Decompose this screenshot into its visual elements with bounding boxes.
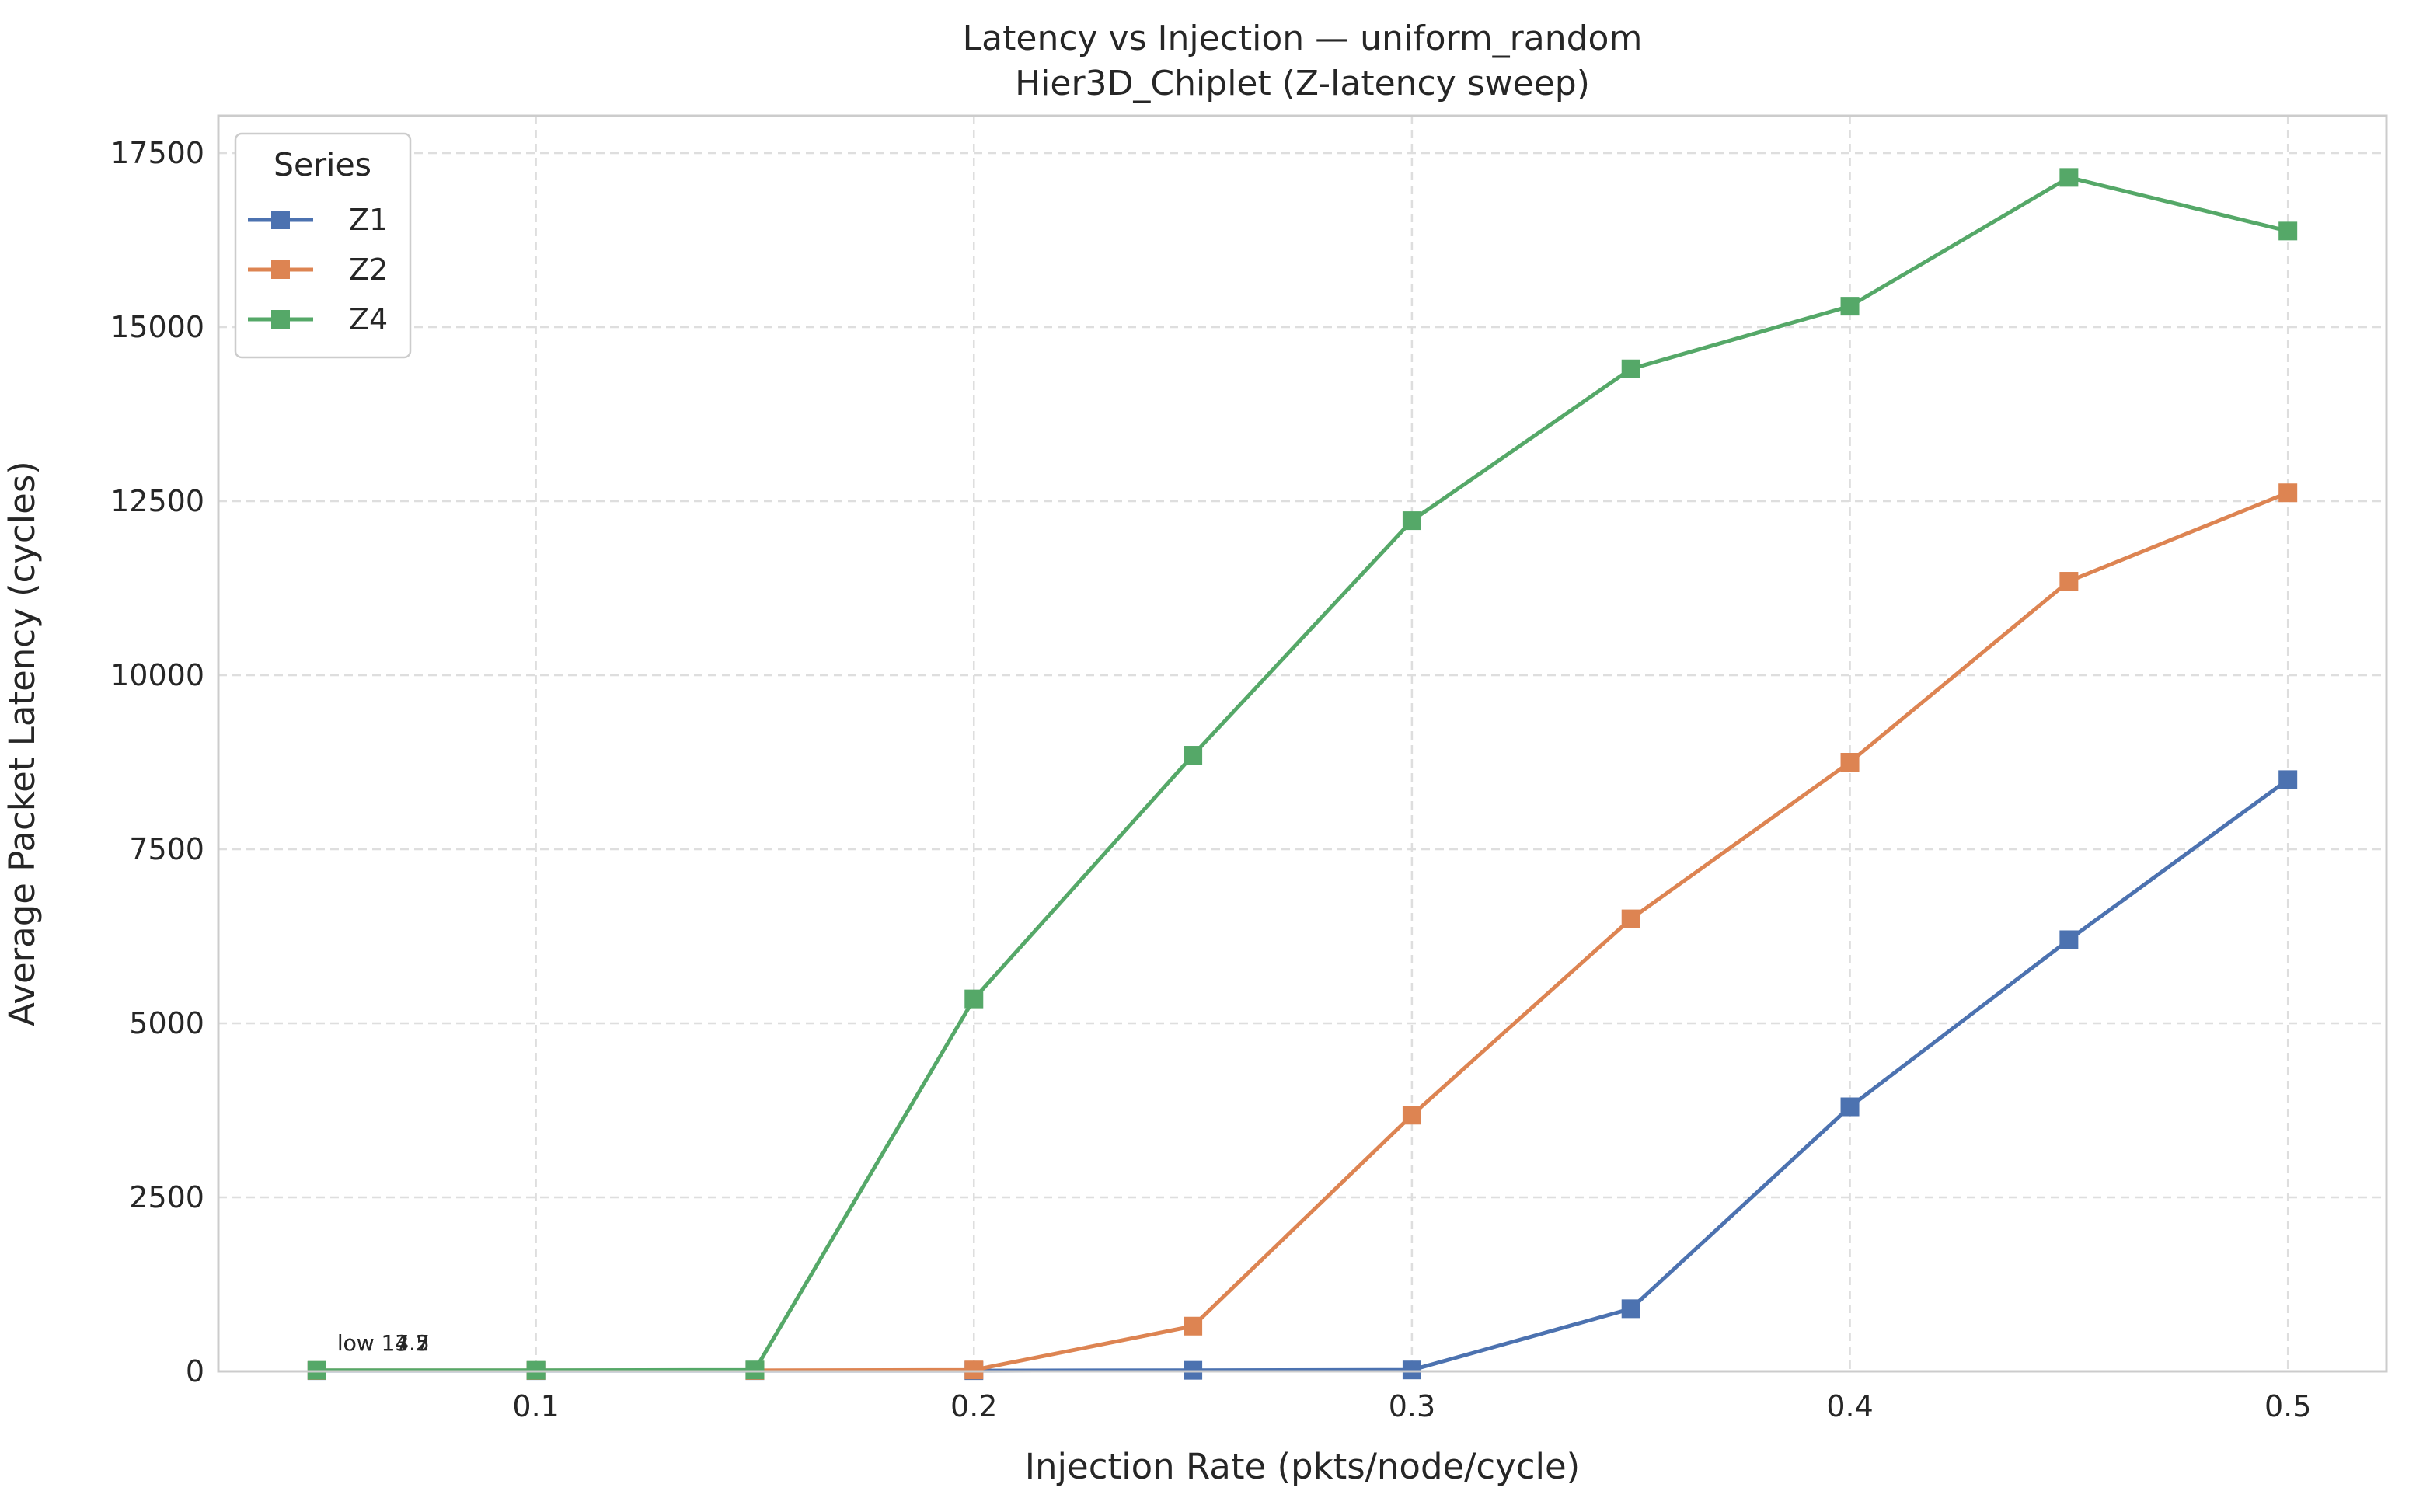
legend-title: Series (274, 146, 371, 183)
chart-subtitle: Hier3D_Chiplet (Z-latency sweep) (1015, 64, 1590, 103)
x-tick-label: 0.3 (1389, 1389, 1435, 1423)
data-point-z1 (1840, 1097, 1860, 1117)
data-point-z1 (2278, 770, 2298, 789)
series-line-z4 (316, 175, 2289, 1373)
legend-marker (271, 260, 290, 279)
y-tick-label: 15000 (110, 310, 204, 344)
y-tick-label: 12500 (110, 484, 204, 518)
legend-item-z1: Z1 (248, 203, 388, 237)
data-point-z4 (1402, 511, 1421, 531)
legend-items: Z1 Z2 Z4 (248, 203, 388, 336)
data-point-z2 (2059, 572, 2079, 591)
low-value-annotation: low 13.5 (337, 1330, 430, 1356)
data-point-z1 (1621, 1299, 1640, 1319)
legend-marker (271, 211, 290, 229)
chart-title: Latency vs Injection — uniform_random (963, 19, 1643, 58)
data-point-z2 (2278, 483, 2298, 503)
data-point-z4 (2059, 168, 2079, 187)
data-point-z2 (1840, 753, 1860, 772)
data-point-z4 (964, 989, 984, 1009)
legend-marker (271, 310, 290, 329)
plot-frame (217, 114, 2388, 1373)
y-tick-label: 2500 (129, 1180, 204, 1214)
data-point-z4 (2278, 221, 2298, 241)
legend-label: Z4 (349, 302, 388, 336)
data-point-z1 (2059, 930, 2079, 949)
data-point-z4 (1840, 297, 1860, 316)
y-tick-label: 7500 (129, 832, 204, 866)
x-tick-label: 0.5 (2264, 1389, 2311, 1423)
y-tick-label: 5000 (129, 1006, 204, 1040)
x-tick-label: 0.1 (512, 1389, 559, 1423)
data-point-z2 (1184, 1316, 1203, 1336)
data-point-z1 (1402, 1360, 1421, 1380)
data-point-z2 (1621, 909, 1640, 928)
y-axis-label: Average Packet Latency (cycles) (2, 461, 43, 1026)
data-point-z4 (745, 1360, 765, 1380)
y-tick-label: 10000 (110, 658, 204, 692)
legend-label: Z1 (349, 203, 388, 237)
data-point-z4 (1621, 359, 1640, 378)
x-tick-labels: 0.1 0.2 0.3 0.4 0.5 (512, 1389, 2311, 1423)
low-value-annotation: low 17.7 (337, 1330, 430, 1356)
data-point-z4 (1184, 746, 1203, 765)
y-tick-label: 0 (186, 1354, 204, 1388)
data-point-z2 (964, 1360, 984, 1380)
legend-box (234, 132, 412, 359)
y-tick-label: 17500 (110, 136, 204, 170)
legend-item-z2: Z2 (248, 253, 388, 287)
legend-item-z4: Z4 (248, 302, 388, 336)
y-tick-labels: 0 2500 5000 7500 10000 12500 15000 17500 (110, 136, 204, 1388)
x-tick-label: 0.2 (950, 1389, 997, 1423)
data-point-z2 (1402, 1106, 1421, 1125)
low-value-annotation: low 14.2 (337, 1330, 430, 1356)
legend: Series Z1 Z2 Z4 (234, 132, 412, 359)
legend-label: Z2 (349, 253, 388, 287)
x-axis-label: Injection Rate (pkts/node/cycle) (1025, 1446, 1580, 1487)
x-tick-label: 0.4 (1826, 1389, 1873, 1423)
